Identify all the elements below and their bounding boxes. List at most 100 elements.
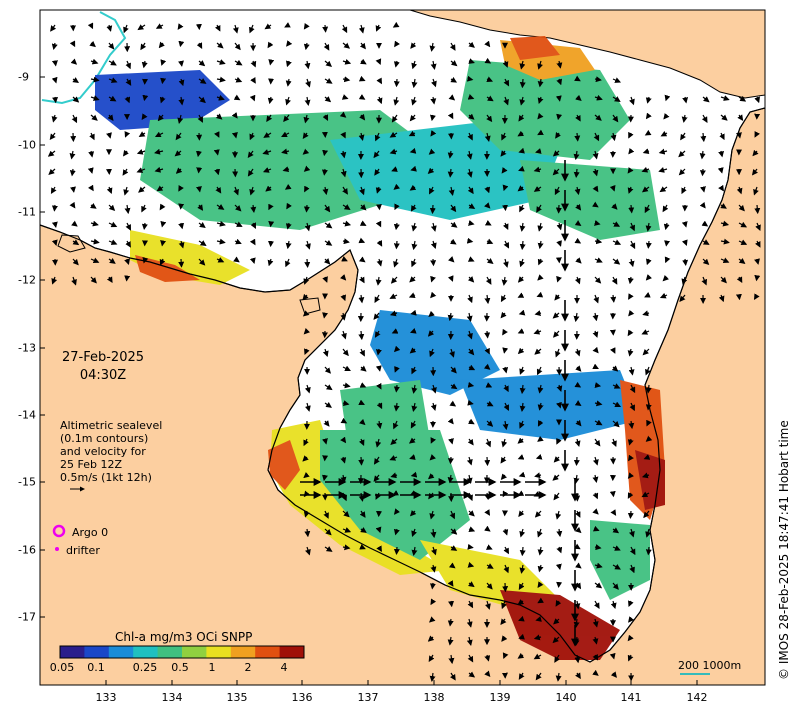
velocity-arrow — [537, 274, 544, 281]
velocity-arrow — [450, 204, 457, 213]
velocity-arrow — [394, 366, 400, 373]
velocity-arrow — [592, 456, 599, 466]
velocity-arrow — [468, 113, 475, 120]
velocity-arrow — [755, 240, 761, 248]
velocity-arrow — [178, 222, 185, 230]
velocity-arrow — [376, 545, 382, 553]
velocity-arrow — [106, 24, 113, 32]
velocity-arrow — [754, 204, 761, 215]
velocity-arrow — [574, 237, 582, 244]
velocity-arrow — [738, 204, 745, 212]
velocity-arrow — [537, 112, 544, 120]
velocity-arrow — [324, 204, 331, 213]
velocity-arrow — [234, 204, 242, 212]
velocity-arrow — [555, 600, 562, 607]
velocity-arrow — [375, 365, 382, 372]
velocity-arrow — [408, 292, 416, 299]
velocity-arrow — [216, 42, 224, 49]
velocity-arrow — [737, 114, 744, 121]
velocity-arrow — [142, 94, 149, 102]
velocity-arrow — [467, 294, 473, 304]
velocity-arrow — [484, 492, 491, 501]
velocity-arrow — [303, 438, 309, 447]
velocity-arrow — [519, 564, 526, 574]
velocity-arrow — [285, 240, 292, 250]
velocity-arrow — [393, 528, 400, 536]
velocity-arrow — [324, 546, 333, 552]
velocity-arrow — [304, 96, 311, 106]
velocity-arrow — [501, 438, 508, 448]
velocity-arrow — [467, 381, 475, 388]
velocity-arrow — [448, 562, 456, 569]
velocity-arrow — [575, 365, 582, 372]
velocity-arrow — [198, 222, 206, 229]
velocity-arrow — [664, 240, 671, 247]
velocity-arrow — [467, 276, 475, 283]
velocity-arrow — [89, 132, 95, 141]
velocity-arrow — [593, 294, 599, 304]
velocity-arrow — [553, 618, 560, 625]
velocity-arrow — [341, 24, 348, 34]
velocity-arrow — [592, 474, 599, 483]
velocity-arrow — [305, 240, 311, 250]
velocity-arrow — [517, 347, 525, 355]
velocity-arrow — [124, 96, 131, 104]
velocity-arrow — [702, 96, 710, 103]
velocity-arrow — [249, 257, 256, 264]
velocity-arrow — [467, 132, 473, 141]
velocity-arrow — [175, 132, 182, 141]
velocity-arrow — [533, 634, 542, 641]
x-tick-label: 142 — [686, 691, 708, 704]
velocity-arrow — [468, 220, 475, 226]
velocity-arrow — [447, 636, 454, 646]
velocity-arrow — [736, 186, 743, 195]
velocity-arrow — [468, 348, 475, 356]
velocity-arrow — [342, 58, 352, 65]
velocity-arrow — [71, 276, 77, 286]
velocity-arrow — [342, 42, 351, 49]
velocity-arrow — [360, 527, 367, 533]
velocity-arrow — [322, 438, 328, 445]
velocity-arrow — [645, 546, 652, 556]
velocity-arrow — [108, 204, 116, 212]
velocity-arrow — [680, 132, 686, 141]
velocity-arrow — [90, 58, 99, 65]
velocity-arrow — [375, 276, 382, 286]
velocity-arrow — [358, 94, 366, 100]
velocity-arrow — [430, 60, 437, 70]
velocity-arrow — [594, 257, 603, 263]
colorbar-tick-label: 0.5 — [171, 661, 189, 674]
velocity-arrow — [736, 276, 743, 284]
velocity-arrow — [594, 220, 601, 226]
velocity-arrow — [486, 95, 494, 102]
velocity-arrow — [303, 42, 310, 51]
velocity-arrow — [376, 258, 383, 267]
colorbar-segment — [279, 646, 305, 658]
velocity-arrow — [556, 546, 563, 554]
velocity-arrow — [122, 168, 129, 176]
velocity-arrow — [303, 471, 310, 479]
velocity-arrow — [52, 96, 59, 104]
velocity-arrow — [394, 40, 400, 48]
velocity-arrow — [90, 276, 97, 284]
velocity-arrow — [629, 546, 636, 556]
velocity-arrow — [594, 114, 602, 121]
velocity-arrow — [553, 456, 560, 463]
velocity-arrow — [234, 42, 241, 51]
velocity-arrow — [517, 652, 525, 659]
velocity-arrow — [628, 600, 634, 608]
velocity-arrow — [234, 76, 243, 83]
velocity-arrow — [159, 258, 166, 266]
drifter-label: drifter — [66, 544, 100, 557]
velocity-arrow — [393, 96, 400, 106]
velocity-arrow — [627, 492, 634, 499]
velocity-arrow — [234, 59, 243, 66]
velocity-arrow — [197, 204, 204, 211]
velocity-arrow — [611, 276, 618, 285]
velocity-arrow — [485, 276, 492, 285]
velocity-arrow — [594, 419, 603, 426]
velocity-arrow — [502, 258, 509, 268]
velocity-arrow — [106, 132, 112, 139]
velocity-arrow — [573, 150, 580, 161]
